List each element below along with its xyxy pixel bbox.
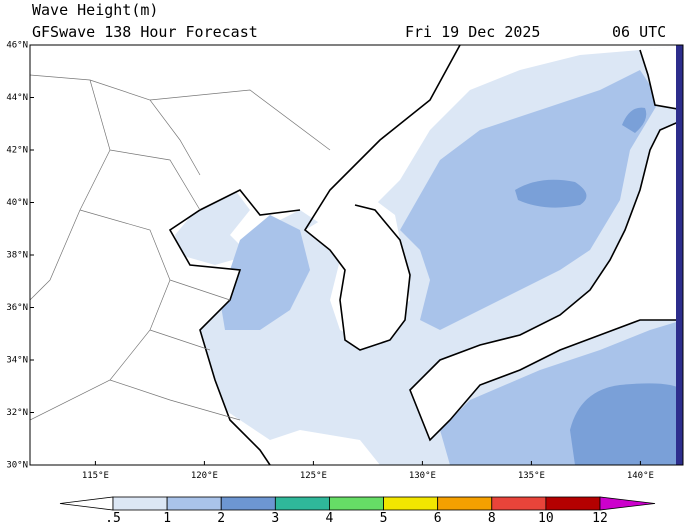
colorbar-label: 6 [434, 511, 442, 525]
lon-label: 125°E [300, 471, 327, 481]
lat-label: 30°N [6, 461, 28, 471]
colorbar-end-low [59, 496, 114, 511]
lat-label: 44°N [6, 93, 28, 103]
lat-label: 36°N [6, 303, 28, 313]
colorbar-segment [112, 496, 168, 511]
lon-label: 135°E [518, 471, 545, 481]
colorbar-end-high [599, 496, 656, 511]
sea-dark [570, 383, 683, 465]
japan-land [410, 120, 683, 440]
continent-land [30, 45, 460, 465]
korea-land [305, 200, 410, 350]
yellow-sea-medium [220, 215, 310, 330]
colorbar-label: 12 [592, 511, 608, 525]
colorbar-label: 10 [538, 511, 554, 525]
colorbar-segment [437, 496, 493, 511]
colorbar-label: 4 [326, 511, 334, 525]
map [29, 44, 684, 466]
subtitle: GFSwave 138 Hour Forecast [32, 23, 258, 41]
sea-dark [622, 107, 647, 133]
colorbar-segment [166, 496, 222, 511]
lat-label: 34°N [6, 356, 28, 366]
lat-label: 32°N [6, 408, 28, 418]
colorbar-segment [545, 496, 601, 511]
colorbar-segment [491, 496, 547, 511]
time: 06 UTC [612, 23, 666, 41]
colorbar-label: 2 [217, 511, 225, 525]
hokkaido-land [640, 45, 683, 110]
colorbar-segment [220, 496, 276, 511]
lon-label: 115°E [82, 471, 109, 481]
sea-dark [515, 179, 587, 208]
lat-label: 38°N [6, 251, 28, 261]
lon-label: 120°E [191, 471, 218, 481]
date: Fri 19 Dec 2025 [405, 23, 540, 41]
edge-band [676, 45, 683, 465]
lon-label: 130°E [409, 471, 436, 481]
colorbar-segment [383, 496, 439, 511]
coastline [409, 49, 683, 442]
colorbar-label: 5 [380, 511, 388, 525]
lat-label: 40°N [6, 198, 28, 208]
colorbar-segment [329, 496, 384, 511]
colorbar-label: .5 [105, 511, 121, 525]
lat-label: 42°N [6, 146, 28, 156]
colorbar-label: 8 [488, 511, 496, 525]
colorbar-label: 1 [163, 511, 171, 525]
colorbar-label: 3 [271, 511, 279, 525]
lon-label: 140°E [627, 471, 654, 481]
coastline [168, 45, 461, 465]
borders [30, 74, 331, 421]
colorbar-segment [274, 496, 330, 511]
bohai-sea [175, 190, 250, 265]
lat-label: 46°N [6, 41, 28, 51]
title: Wave Height(m) [32, 1, 158, 19]
